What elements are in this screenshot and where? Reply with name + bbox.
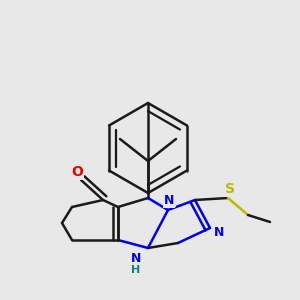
- Text: N: N: [164, 194, 174, 208]
- Text: S: S: [225, 182, 235, 196]
- Text: N: N: [131, 251, 141, 265]
- Text: H: H: [131, 265, 141, 275]
- Text: N: N: [165, 194, 175, 206]
- Text: N: N: [214, 226, 224, 238]
- Text: O: O: [71, 165, 83, 179]
